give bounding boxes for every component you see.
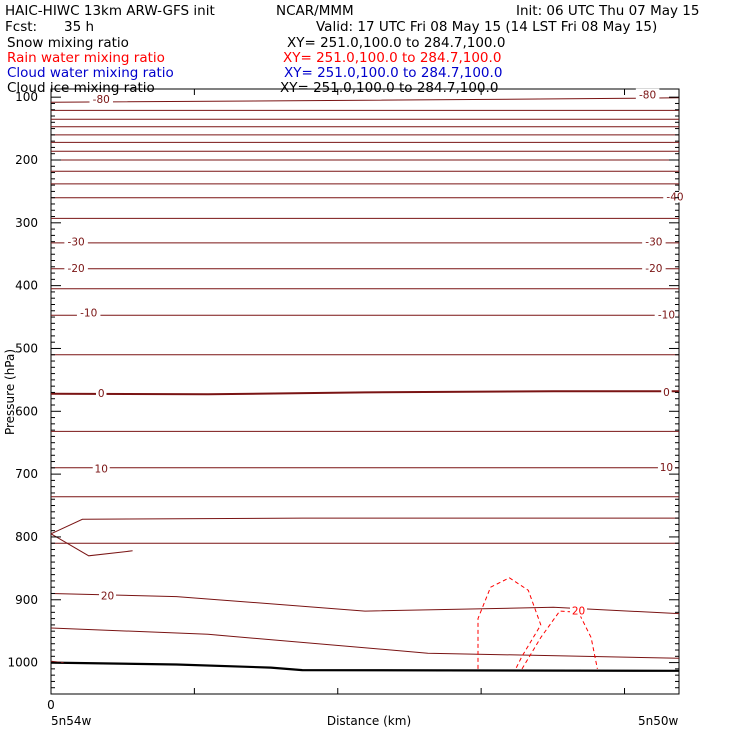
contour-layer (50, 97, 680, 672)
x-tick-label-zero: 0 (47, 698, 55, 712)
fcst-value: 35 h (64, 19, 94, 35)
contour-label: 10 (95, 463, 108, 475)
contour-label-bg (642, 262, 666, 275)
legend-xy-cloud-ice: XY= 251.0,100.0 to 284.7,100.0 (280, 80, 498, 96)
contour-label: 0 (663, 387, 670, 399)
legend-xy-snow: XY= 251.0,100.0 to 284.7,100.0 (287, 35, 505, 51)
isoline-wedge-upper (50, 517, 679, 535)
contour-label-bg (92, 462, 110, 475)
contour-label-bg (661, 385, 672, 398)
contour-label-bg (89, 93, 113, 106)
legend-xy-rain: XY= 251.0,100.0 to 284.7,100.0 (283, 50, 501, 66)
valid-label: Valid: 17 UTC Fri 08 May 15 (14 LST Fri … (316, 19, 657, 35)
x-axis (50, 89, 626, 694)
legend-label-snow: Snow mixing ratio (7, 35, 129, 51)
contour-label-bg (642, 235, 666, 248)
contour-label: -10 (658, 310, 675, 322)
zero-isotherm (50, 390, 679, 396)
contour-label-bg (570, 604, 588, 617)
contour-label: 20 (572, 605, 585, 617)
init-label: Init: 06 UTC Thu 07 May 15 (516, 3, 699, 19)
model-title: HAIC-HIWC 13km ARW-GFS init (5, 3, 215, 19)
legend-label-cloud-water: Cloud water mixing ratio (7, 65, 174, 81)
contour-label-bg (654, 308, 679, 321)
contour-label: 20 (101, 590, 114, 602)
legend-xy-cloud-water: XY= 251.0,100.0 to 284.7,100.0 (284, 65, 502, 81)
isoline (50, 593, 680, 615)
y-tick-label: 100 (15, 90, 38, 104)
y-tick-label: 500 (15, 341, 38, 355)
rain-contour (521, 610, 598, 670)
x-axis-label: Distance (km) (327, 714, 411, 728)
fcst-label: Fcst: (5, 19, 37, 35)
isoline-ground (50, 660, 64, 664)
contour-label: -20 (68, 263, 85, 275)
contour-label: -30 (645, 237, 662, 249)
contour-label-bg (663, 190, 687, 203)
contour-label-bg (64, 235, 88, 248)
contour-label-bg (76, 306, 101, 319)
y-tick-label: 400 (15, 279, 38, 293)
x-tick-label-right: 5n50w (638, 714, 679, 728)
contour-label-bg (95, 387, 107, 400)
contour-label: -20 (645, 263, 662, 275)
contour-label-bg (657, 461, 675, 474)
y-tick-label: 900 (15, 593, 38, 607)
y-axis-label: Pressure (hPa) (3, 349, 17, 435)
legend-label-cloud-ice: Cloud ice mixing ratio (7, 80, 155, 96)
rain-layer (477, 577, 598, 670)
contour-label: 10 (660, 462, 673, 474)
isoline (50, 97, 680, 103)
x-tick-label-left: 5n54w (51, 714, 92, 728)
y-tick-label: 300 (15, 216, 38, 230)
contour-label: -30 (68, 237, 85, 249)
contour-label-bg (64, 262, 88, 275)
y-tick-label: 600 (15, 404, 38, 418)
org-label: NCAR/MMM (276, 3, 354, 19)
y-tick-label: 700 (15, 467, 38, 481)
contour-label-bg (99, 589, 117, 602)
contour-label-bg (635, 88, 660, 101)
contour-label: 0 (98, 388, 105, 400)
contour-label: -80 (93, 94, 110, 106)
y-tick-label: 200 (15, 153, 38, 167)
isoline (50, 627, 680, 659)
y-tick-label: 1000 (7, 656, 38, 670)
contour-label: -80 (639, 90, 656, 102)
contour-label: -10 (80, 308, 97, 320)
isoline-wedge-lower (50, 533, 133, 557)
y-tick-label: 800 (15, 530, 38, 544)
ground-surface (50, 661, 680, 672)
legend-label-rain: Rain water mixing ratio (7, 50, 165, 66)
